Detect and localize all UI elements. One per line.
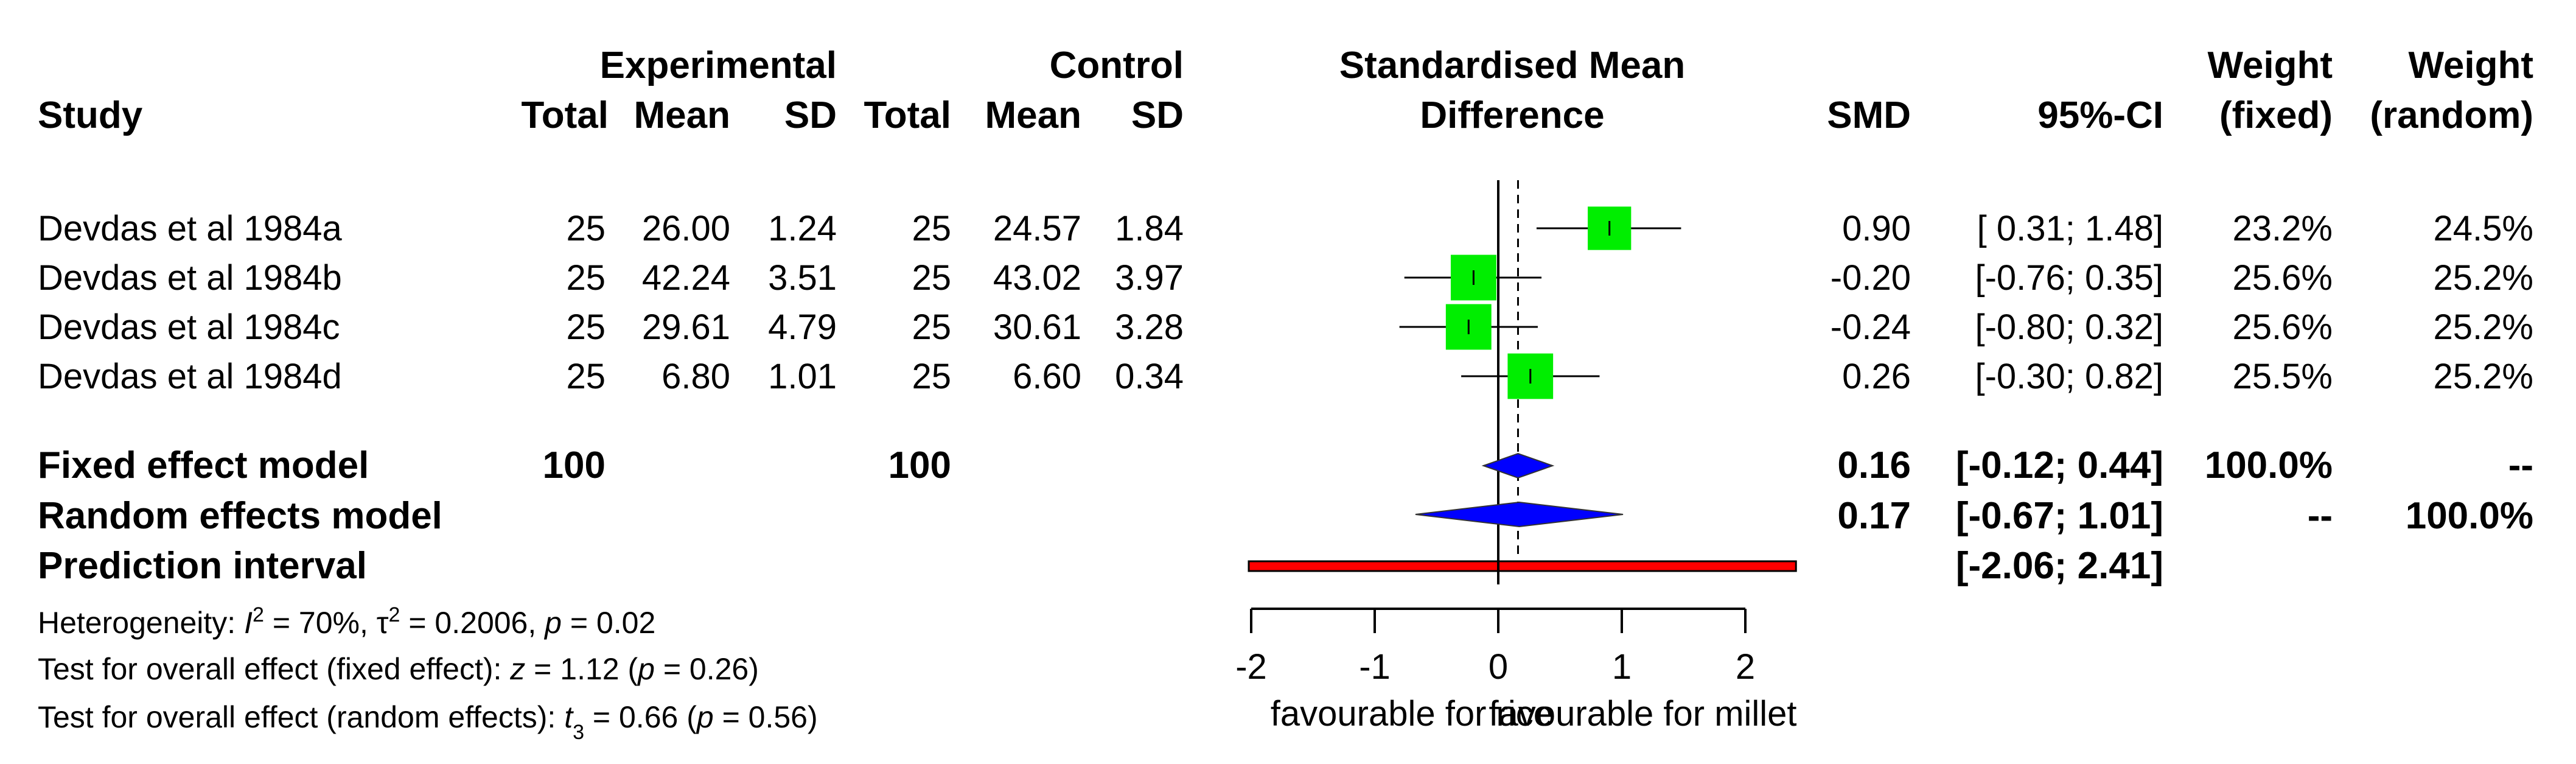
axis-label-left: favourable for rice [1271, 694, 1553, 734]
study-smd: -0.24 [1831, 307, 1911, 347]
study-name: Devdas et al 1984d [38, 357, 342, 396]
random-effects-diamond [1415, 501, 1624, 528]
header-experimental: Experimental [600, 44, 837, 86]
study-e-mean: 29.61 [642, 307, 730, 347]
header-weight-fixed: (fixed) [2219, 94, 2333, 136]
study-c-sd: 3.28 [1115, 307, 1184, 347]
fixed-model-label: Fixed effect model [38, 444, 369, 486]
fixed-model-weight-fixed: 100.0% [2205, 444, 2333, 486]
test-fixed-note: Test for overall effect (fixed effect): … [38, 652, 759, 686]
study-weight-fixed: 25.6% [2233, 258, 2333, 298]
study-c-mean: 6.60 [1013, 357, 1081, 396]
study-e-sd: 4.79 [768, 307, 837, 347]
study-weight-fixed: 25.6% [2233, 307, 2333, 347]
header-weight-fixed-top: Weight [2208, 44, 2333, 86]
study-ci: [-0.30; 0.82] [1975, 357, 2163, 396]
random-model-label: Random effects model [38, 495, 442, 537]
study-smd: 0.90 [1842, 209, 1911, 248]
fixed-effect-diamond [1481, 452, 1555, 479]
random-model-smd: 0.17 [1837, 495, 1911, 537]
axis-tick-label: -1 [1359, 647, 1391, 687]
study-e-total: 25 [566, 307, 606, 347]
study-name: Devdas et al 1984b [38, 258, 342, 298]
study-smd: 0.26 [1842, 357, 1911, 396]
header-c-sd: SD [1131, 94, 1184, 136]
study-weight-random: 25.2% [2434, 258, 2533, 298]
study-c-total: 25 [912, 258, 951, 298]
axis-tick-label: -2 [1235, 647, 1267, 687]
study-e-mean: 26.00 [642, 209, 730, 248]
study-c-mean: 24.57 [993, 209, 1081, 248]
header-weight-random-top: Weight [2409, 44, 2534, 86]
fixed-model-c-total: 100 [888, 444, 951, 486]
header-study: Study [38, 94, 143, 136]
test-random-note: Test for overall effect (random effects)… [38, 700, 818, 744]
study-weight-fixed: 23.2% [2233, 209, 2333, 248]
axis-tick-label: 1 [1612, 647, 1632, 687]
header-ci: 95%-CI [2037, 94, 2163, 136]
header-smd: SMD [1827, 94, 1911, 136]
study-ci: [-0.76; 0.35] [1975, 258, 2163, 298]
study-c-sd: 0.34 [1115, 357, 1184, 396]
fixed-model-e-total: 100 [543, 444, 606, 486]
header-weight-random: (random) [2370, 94, 2533, 136]
study-c-total: 25 [912, 357, 951, 396]
heterogeneity-note: Heterogeneity: I2 = 70%, τ2 = 0.2006, p … [38, 603, 655, 640]
study-weight-random: 25.2% [2434, 307, 2533, 347]
study-e-total: 25 [566, 209, 606, 248]
prediction-ci: [-2.06; 2.41] [1956, 545, 2163, 587]
study-weight-random: 24.5% [2434, 209, 2533, 248]
fixed-model-weight-random: -- [2508, 444, 2533, 486]
study-e-sd: 3.51 [768, 258, 837, 298]
study-c-mean: 30.61 [993, 307, 1081, 347]
study-e-total: 25 [566, 357, 606, 396]
study-rows: Devdas et al 1984a 25 26.00 1.24 25 24.57 1.84… [38, 209, 2533, 396]
axis-label-right: favourable for millet [1489, 694, 1796, 734]
random-model-ci: [-0.67; 1.01] [1956, 495, 2163, 537]
study-name: Devdas et al 1984a [38, 209, 343, 248]
study-smd: -0.20 [1831, 258, 1911, 298]
study-name: Devdas et al 1984c [38, 307, 340, 347]
prediction-label: Prediction interval [38, 545, 367, 587]
study-e-mean: 6.80 [661, 357, 730, 396]
header-e-total: Total [522, 94, 609, 136]
fixed-model-smd: 0.16 [1837, 444, 1911, 486]
study-ci: [ 0.31; 1.48] [1977, 209, 2163, 248]
header-e-sd: SD [784, 94, 837, 136]
header-c-total: Total [864, 94, 952, 136]
random-model-weight-fixed: -- [2308, 495, 2333, 537]
study-e-total: 25 [566, 258, 606, 298]
random-model-weight-random: 100.0% [2406, 495, 2533, 537]
study-weight-fixed: 25.5% [2233, 357, 2333, 396]
header-c-mean: Mean [985, 94, 1081, 136]
study-e-sd: 1.01 [768, 357, 837, 396]
header-effect-line1: Standardised Mean [1339, 44, 1685, 86]
fixed-model-ci: [-0.12; 0.44] [1956, 444, 2163, 486]
study-c-total: 25 [912, 307, 951, 347]
header-control: Control [1050, 44, 1184, 86]
study-c-sd: 3.97 [1115, 258, 1184, 298]
study-c-total: 25 [912, 209, 951, 248]
study-e-sd: 1.24 [768, 209, 837, 248]
study-e-mean: 42.24 [642, 258, 730, 298]
header-effect-line2: Difference [1420, 94, 1604, 136]
header-e-mean: Mean [634, 94, 730, 136]
prediction-interval-bar [1248, 560, 1797, 572]
study-weight-random: 25.2% [2434, 357, 2533, 396]
study-c-mean: 43.02 [993, 258, 1081, 298]
axis-tick-label: 2 [1736, 647, 1755, 687]
study-c-sd: 1.84 [1115, 209, 1184, 248]
effect-marks [1248, 180, 1797, 584]
axis-tick-label: 0 [1489, 647, 1508, 687]
study-ci: [-0.80; 0.32] [1975, 307, 2163, 347]
